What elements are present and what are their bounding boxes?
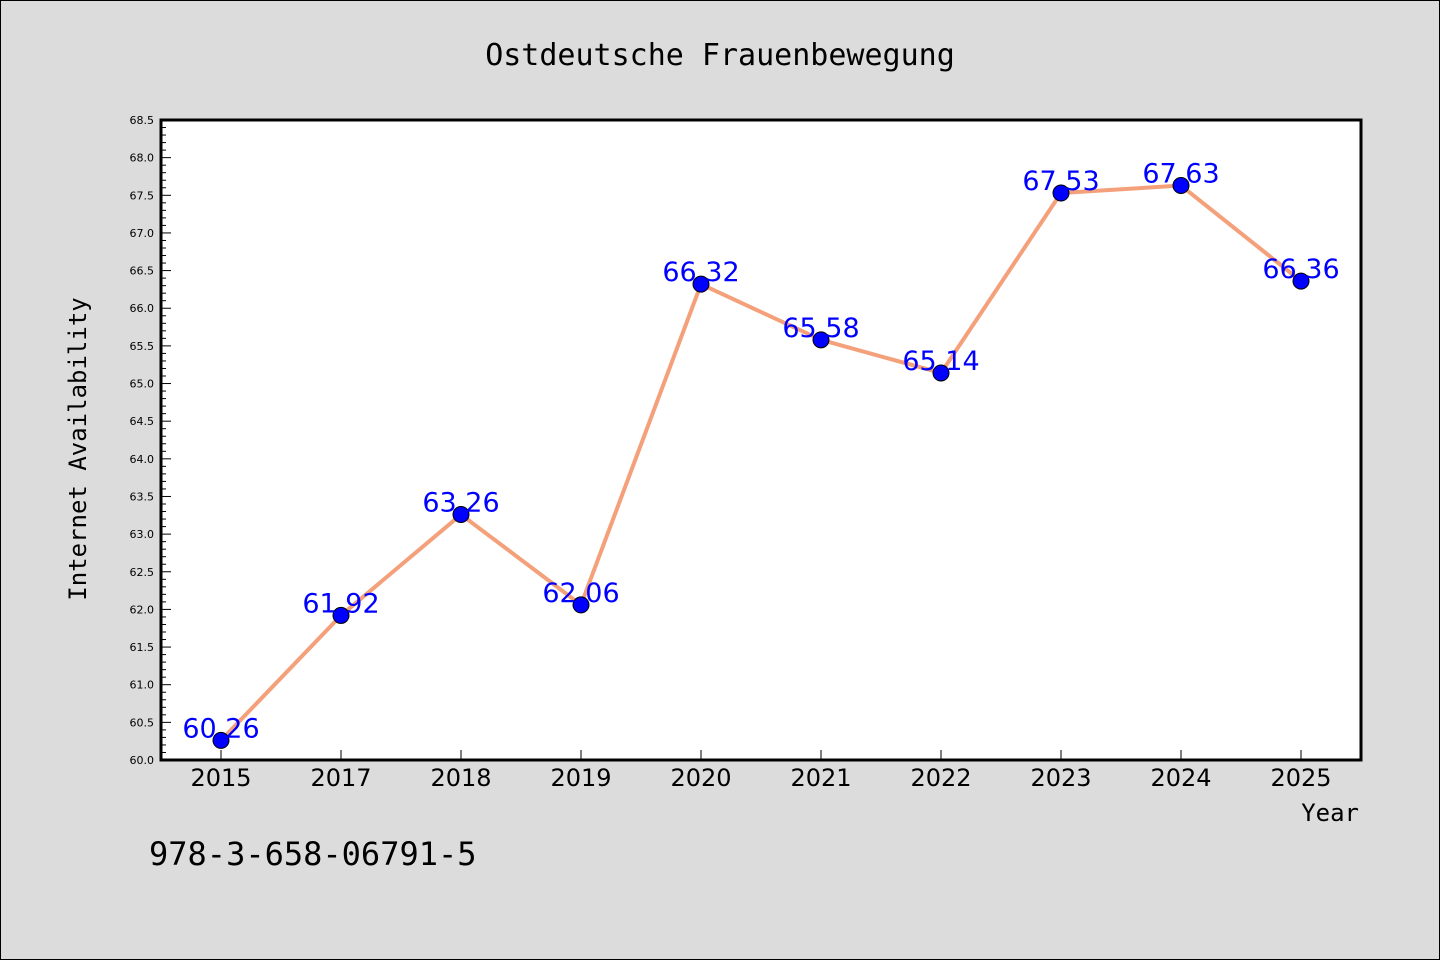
data-point (1052, 184, 1070, 202)
data-point (452, 506, 470, 524)
y-tick-label: 62.0 (130, 603, 155, 616)
y-tick-label: 64.0 (130, 453, 155, 466)
data-point (692, 275, 710, 293)
y-tick-label: 67.5 (130, 189, 155, 202)
series-line (219, 183, 1303, 742)
data-point (212, 731, 230, 749)
data-point (812, 331, 830, 349)
y-axis-title: Internet Availability (64, 297, 92, 600)
x-axis-title: Year (1301, 799, 1359, 827)
y-axis: 60.0 60.5 61.0 61.5 62.0 62.5 63.0 63.5 64.0 64.5… (130, 114, 171, 767)
x-axis: 2015 2017 2018 2019 2020 2021 2022 2023 2024 2025 (190, 750, 1332, 792)
y-tick-label: 62.5 (130, 566, 155, 579)
y-tick-label: 66.5 (130, 265, 155, 278)
data-point (1172, 177, 1190, 195)
plot-area (159, 118, 1363, 762)
data-label: 62.06 (542, 578, 619, 609)
series-markers (212, 177, 1310, 749)
data-point (1292, 272, 1310, 290)
x-tick-label: 2019 (550, 764, 611, 792)
y-tick-label: 61.5 (130, 641, 155, 654)
data-label: 67.53 (1022, 166, 1099, 197)
data-label: 66.32 (662, 257, 739, 288)
y-tick-label: 67.0 (130, 227, 155, 240)
data-label: 63.26 (422, 488, 499, 519)
y-tick-label: 66.0 (130, 302, 155, 315)
x-tick-label: 2020 (670, 764, 731, 792)
y-tick-label: 64.5 (130, 415, 155, 428)
data-label: 65.14 (902, 346, 979, 377)
y-tick-label: 63.5 (130, 490, 155, 503)
y-tick-label: 60.5 (130, 716, 155, 729)
data-label: 66.36 (1262, 254, 1339, 285)
data-label: 67.63 (1142, 159, 1219, 190)
x-tick-label: 2023 (1030, 764, 1091, 792)
chart-title: Ostdeutsche Frauenbewegung (485, 38, 955, 73)
x-tick-label: 2024 (1150, 764, 1211, 792)
isbn-text: 978-3-658-06791-5 (149, 835, 477, 873)
y-tick-label: 65.0 (130, 378, 155, 391)
x-tick-label: 2022 (910, 764, 971, 792)
data-point (332, 606, 350, 624)
data-point (932, 364, 950, 382)
data-label: 60.26 (182, 713, 259, 744)
y-tick-label: 68.0 (130, 152, 155, 165)
y-tick-label: 68.5 (130, 114, 155, 127)
y-tick-label: 65.5 (130, 340, 155, 353)
y-tick-label: 61.0 (130, 679, 155, 692)
x-tick-label: 2025 (1270, 764, 1331, 792)
data-label: 61.92 (302, 588, 379, 619)
y-tick-label: 60.0 (130, 754, 155, 767)
y-tick-label: 63.0 (130, 528, 155, 541)
x-tick-label: 2021 (790, 764, 851, 792)
data-point (572, 596, 590, 614)
data-label: 65.58 (782, 313, 859, 344)
x-tick-label: 2015 (190, 764, 251, 792)
x-tick-label: 2018 (430, 764, 491, 792)
x-tick-label: 2017 (310, 764, 371, 792)
data-labels: 60.26 61.92 63.26 62.06 66.32 65.58 65.14 67.53… (182, 159, 1339, 745)
